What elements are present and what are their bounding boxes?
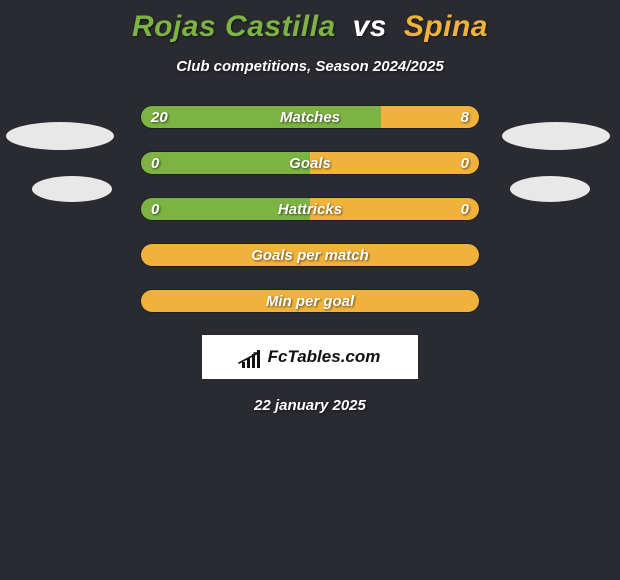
stat-value-right: 0 (461, 152, 469, 174)
stat-row: Min per goal (140, 289, 480, 313)
stat-label: Matches (141, 106, 479, 128)
title-player2: Spina (404, 10, 488, 43)
stat-row: Matches20 8 (140, 105, 480, 129)
stat-value-right: 8 (461, 106, 469, 128)
title-vs: vs (353, 10, 387, 43)
decor-ellipse (510, 176, 590, 202)
stat-label: Hattricks (141, 198, 479, 220)
stat-label: Min per goal (141, 290, 479, 312)
stat-value-left: 0 (151, 198, 159, 220)
page-title: Rojas Castilla vs Spina (0, 0, 620, 44)
stat-value-right: 0 (461, 198, 469, 220)
decor-ellipse (32, 176, 112, 202)
decor-ellipse (502, 122, 610, 150)
stat-label: Goals (141, 152, 479, 174)
stats-container: Matches208Goals00Hattricks00Goals per ma… (140, 105, 480, 313)
subtitle: Club competitions, Season 2024/2025 (0, 58, 620, 75)
stat-row: Hattricks0 0 (140, 197, 480, 221)
stat-value-left: 0 (151, 152, 159, 174)
stat-row: Goals0 0 (140, 151, 480, 175)
barchart-icon (240, 346, 262, 368)
stat-row: Goals per match (140, 243, 480, 267)
brand-text: FcTables.com (268, 347, 381, 367)
brand-box: FcTables.com (202, 335, 418, 379)
title-player1: Rojas Castilla (132, 10, 336, 43)
stat-label: Goals per match (141, 244, 479, 266)
date: 22 january 2025 (0, 397, 620, 414)
decor-ellipse (6, 122, 114, 150)
stat-value-left: 20 (151, 106, 168, 128)
